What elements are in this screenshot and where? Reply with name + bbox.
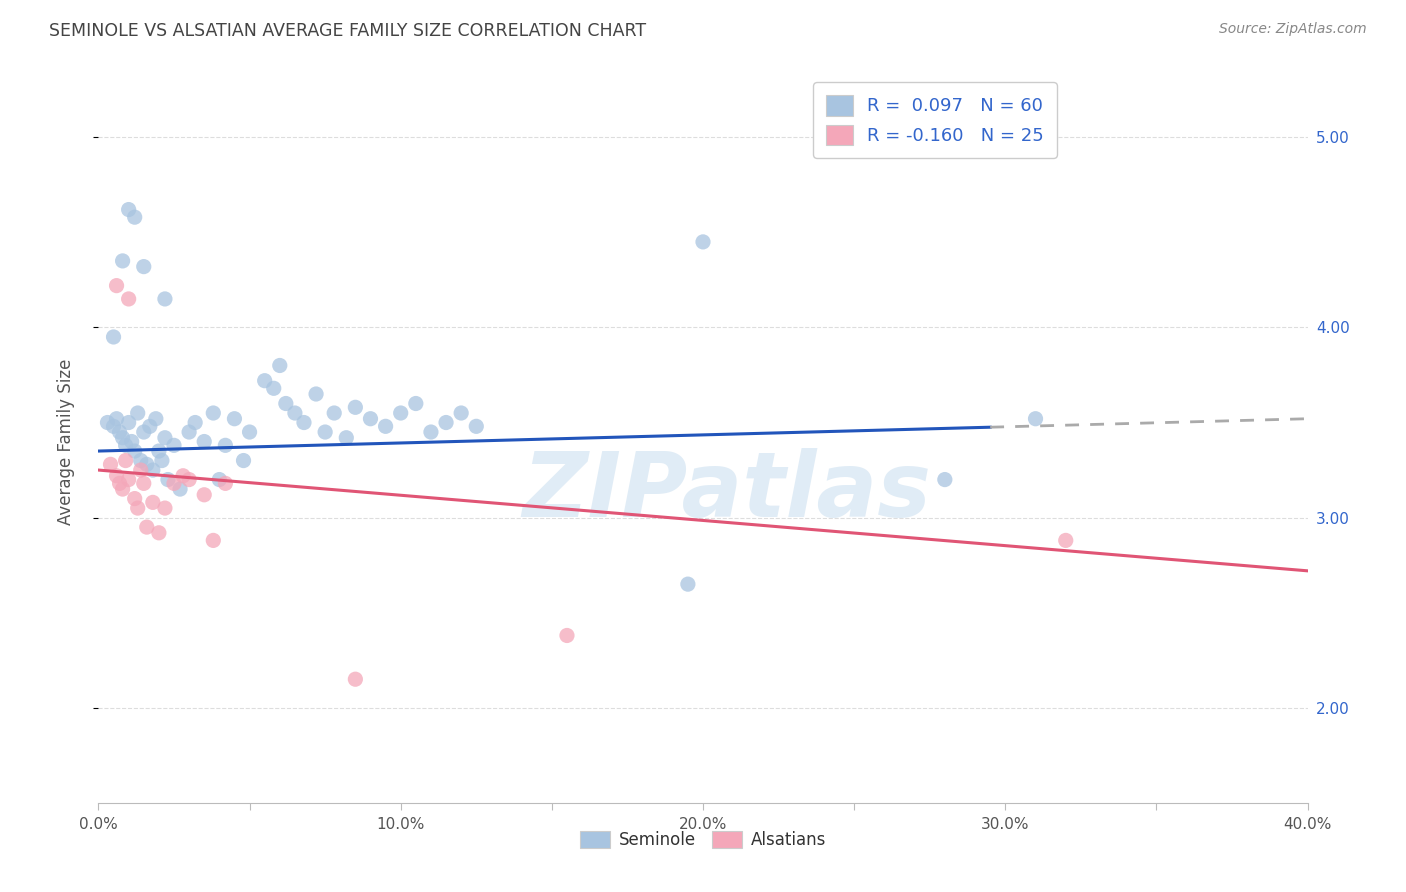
- Point: [1024, 411, 1046, 425]
- Point: [323, 406, 346, 420]
- Point: [274, 396, 297, 410]
- Point: [132, 476, 155, 491]
- Point: [114, 453, 136, 467]
- Point: [193, 488, 215, 502]
- Point: [208, 473, 231, 487]
- Point: [239, 425, 262, 439]
- Point: [148, 444, 170, 458]
- Point: [314, 425, 336, 439]
- Point: [118, 416, 141, 430]
- Point: [148, 525, 170, 540]
- Point: [934, 473, 956, 487]
- Point: [153, 292, 176, 306]
- Point: [420, 425, 443, 439]
- Point: [124, 210, 146, 224]
- Point: [1054, 533, 1077, 548]
- Point: [179, 425, 201, 439]
- Point: [153, 431, 176, 445]
- Y-axis label: Average Family Size: Average Family Size: [56, 359, 75, 524]
- Point: [263, 381, 285, 395]
- Point: [121, 434, 143, 449]
- Point: [145, 411, 167, 425]
- Point: [114, 438, 136, 452]
- Point: [153, 501, 176, 516]
- Point: [202, 533, 225, 548]
- Point: [129, 463, 152, 477]
- Point: [305, 387, 328, 401]
- Point: [405, 396, 427, 410]
- Point: [214, 438, 236, 452]
- Text: Source: ZipAtlas.com: Source: ZipAtlas.com: [1219, 22, 1367, 37]
- Point: [450, 406, 472, 420]
- Point: [105, 278, 128, 293]
- Point: [179, 473, 201, 487]
- Point: [193, 434, 215, 449]
- Point: [111, 482, 134, 496]
- Point: [253, 374, 276, 388]
- Point: [163, 438, 186, 452]
- Point: [124, 444, 146, 458]
- Point: [676, 577, 699, 591]
- Point: [105, 468, 128, 483]
- Point: [135, 458, 157, 472]
- Point: [124, 491, 146, 506]
- Point: [100, 458, 122, 472]
- Point: [169, 482, 191, 496]
- Point: [127, 406, 149, 420]
- Point: [142, 463, 165, 477]
- Point: [434, 416, 457, 430]
- Point: [108, 425, 131, 439]
- Point: [292, 416, 315, 430]
- Point: [184, 416, 207, 430]
- Point: [360, 411, 382, 425]
- Point: [135, 520, 157, 534]
- Point: [132, 260, 155, 274]
- Point: [111, 253, 134, 268]
- Point: [692, 235, 714, 249]
- Point: [156, 473, 179, 487]
- Text: SEMINOLE VS ALSATIAN AVERAGE FAMILY SIZE CORRELATION CHART: SEMINOLE VS ALSATIAN AVERAGE FAMILY SIZE…: [49, 22, 647, 40]
- Point: [111, 431, 134, 445]
- Point: [389, 406, 412, 420]
- Point: [150, 453, 173, 467]
- Point: [335, 431, 357, 445]
- Point: [344, 672, 367, 686]
- Point: [108, 476, 131, 491]
- Point: [132, 425, 155, 439]
- Point: [202, 406, 225, 420]
- Point: [214, 476, 236, 491]
- Legend: Seminole, Alsatians: Seminole, Alsatians: [574, 824, 832, 856]
- Point: [224, 411, 246, 425]
- Point: [232, 453, 254, 467]
- Point: [163, 476, 186, 491]
- Point: [105, 411, 128, 425]
- Point: [142, 495, 165, 509]
- Point: [118, 473, 141, 487]
- Point: [344, 401, 367, 415]
- Point: [555, 628, 578, 642]
- Point: [96, 416, 118, 430]
- Point: [103, 419, 125, 434]
- Text: ZIPatlas: ZIPatlas: [523, 448, 932, 536]
- Point: [118, 202, 141, 217]
- Point: [139, 419, 162, 434]
- Point: [129, 453, 152, 467]
- Point: [103, 330, 125, 344]
- Point: [127, 501, 149, 516]
- Point: [465, 419, 488, 434]
- Point: [374, 419, 396, 434]
- Point: [172, 468, 194, 483]
- Point: [269, 359, 291, 373]
- Point: [118, 292, 141, 306]
- Point: [284, 406, 307, 420]
